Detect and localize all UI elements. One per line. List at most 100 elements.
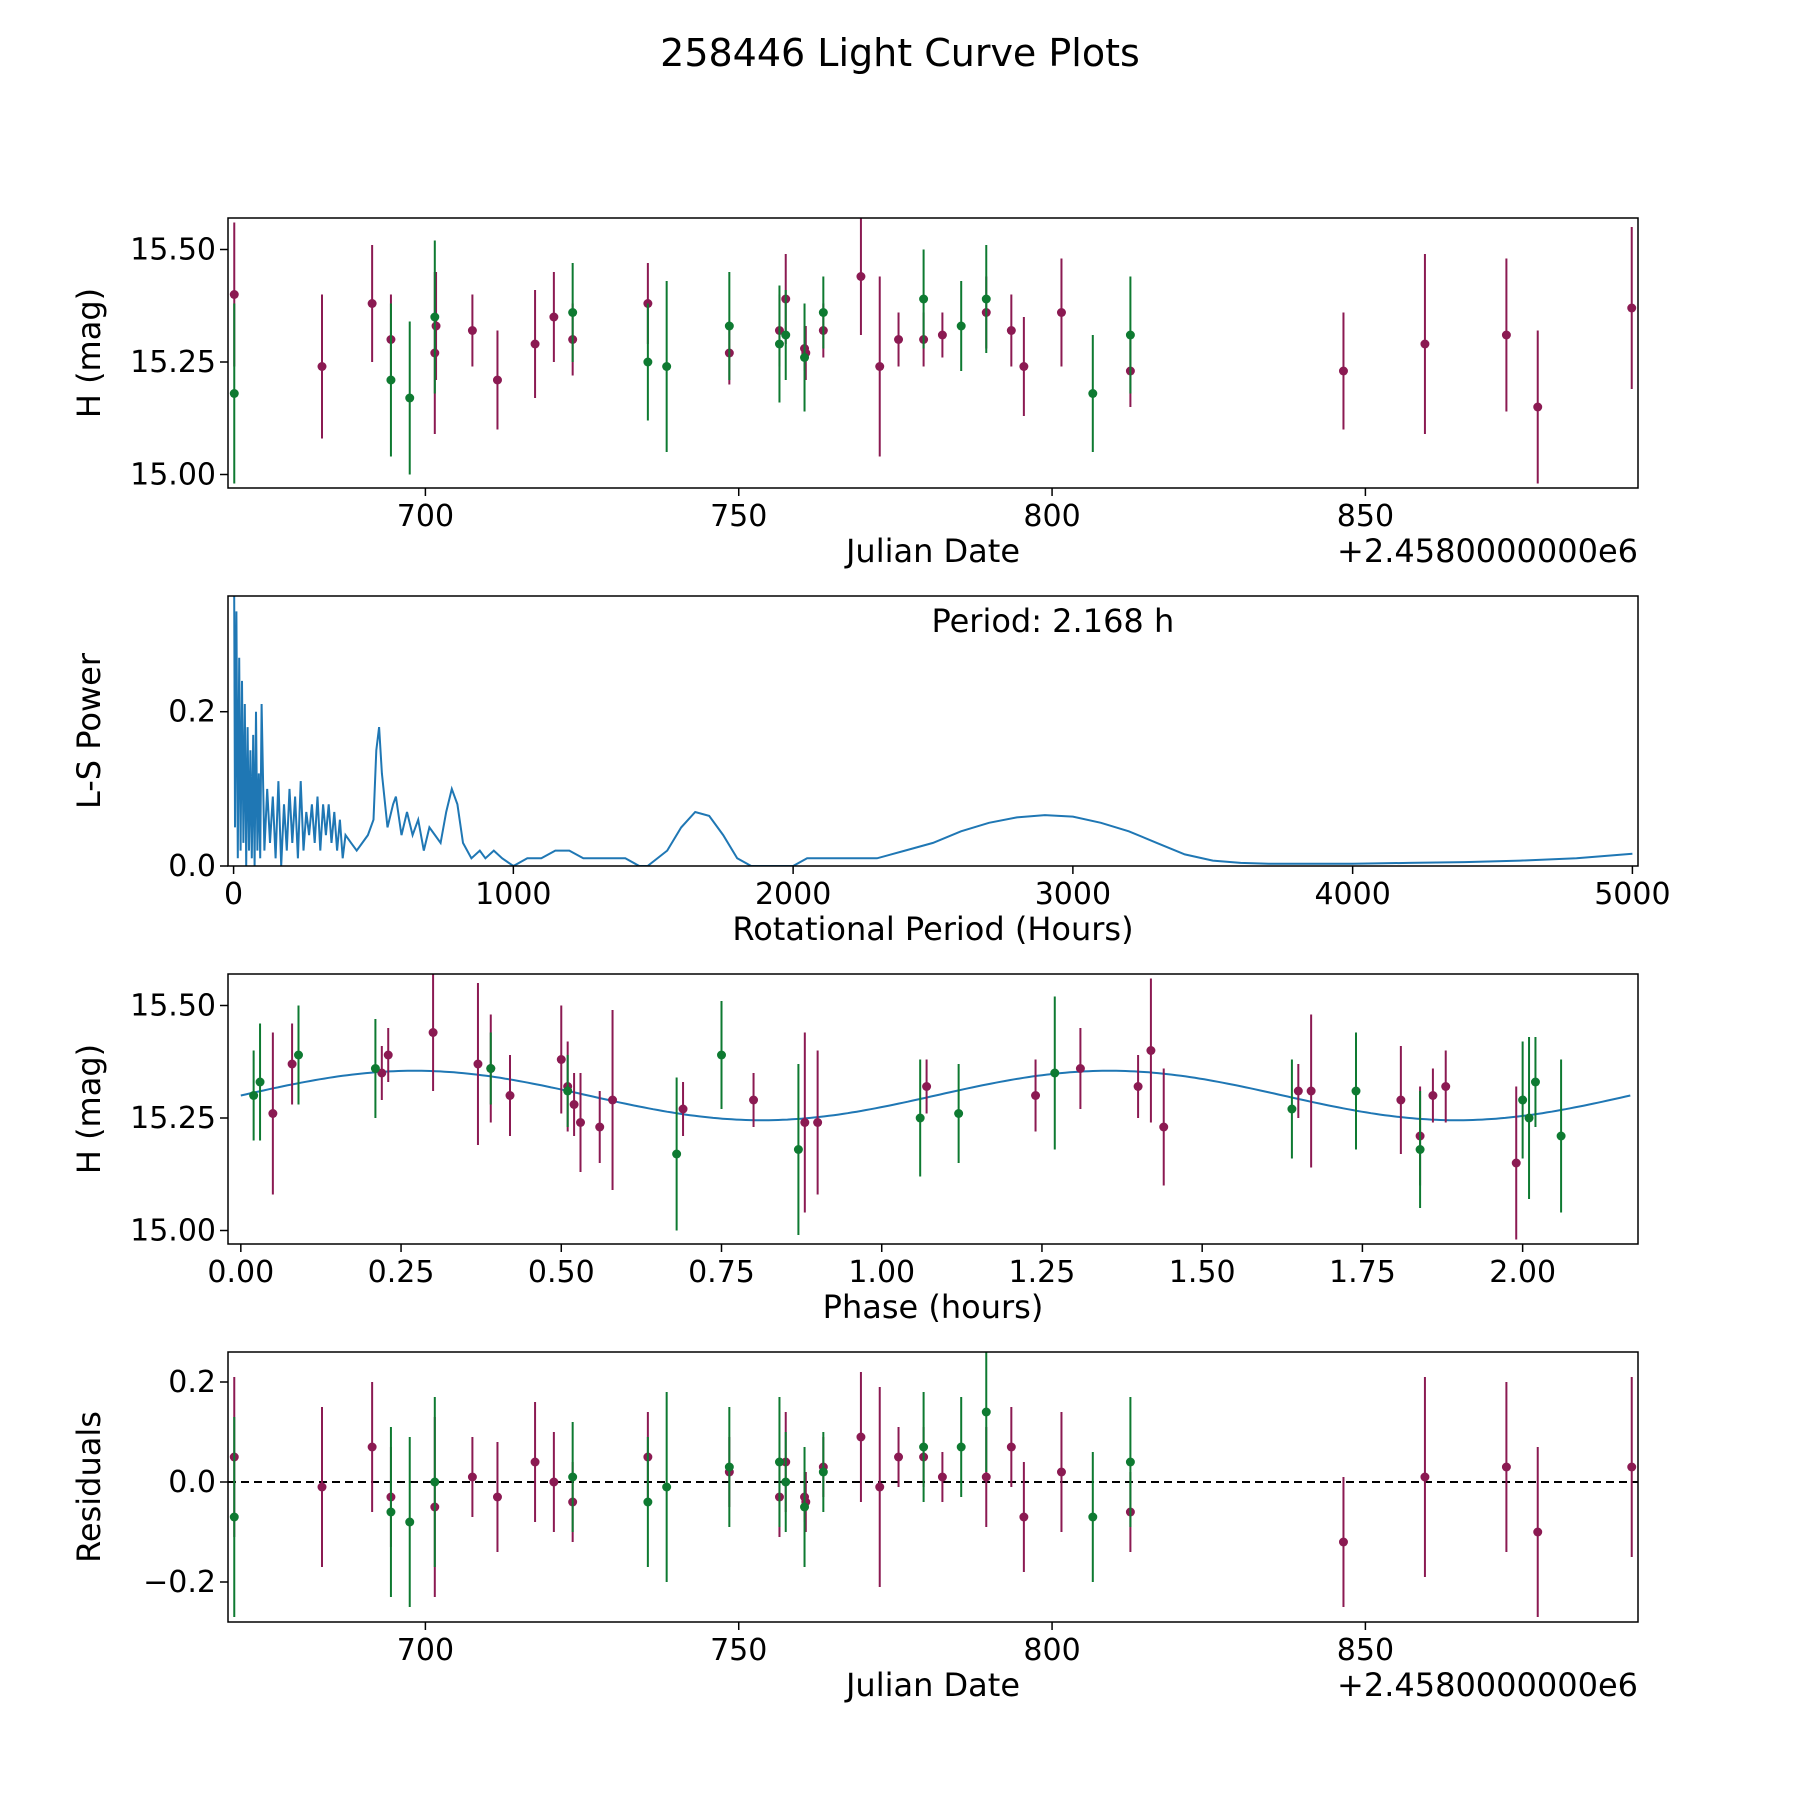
data-point [1351,1086,1361,1096]
data-point [781,1477,791,1487]
data-point [724,321,734,331]
data-point [1006,1442,1016,1452]
y-tick-label: 15.50 [130,233,216,268]
data-point [662,1482,672,1492]
panel-residuals: 700 750 800 850 −0.2 0.0 0.2 Julian Date Residua… [70,1351,1639,1704]
period-annotation: Period: 2.168 h [931,602,1174,640]
data-point [919,1442,929,1452]
x-tick-label: 850 [1337,1633,1394,1668]
data-point [818,308,828,317]
x-axis-label: Phase (hours) [823,1288,1044,1326]
x-tick-label: 3000 [1035,877,1111,912]
x-tick-label: 1.25 [1009,1255,1076,1290]
data-point [1159,1122,1169,1132]
x-tick-label: 800 [1023,499,1080,534]
data-point [383,1050,393,1060]
data-point [774,339,784,349]
x-axis-offset-label: +2.4580000000e6 [1337,532,1638,570]
y-tick-label: 0.0 [168,849,216,884]
data-point [405,393,415,403]
x-axis-label: Julian Date [844,532,1020,570]
data-point [1518,1095,1528,1105]
data-point [937,330,947,340]
plot-area [229,218,1637,484]
data-point [1006,326,1016,335]
data-point [875,362,885,371]
x-tick-label: 700 [397,1633,454,1668]
data-point [1133,1082,1143,1091]
x-tick-label: 0.25 [368,1255,435,1290]
data-point [386,1507,396,1517]
data-point [530,1457,540,1467]
data-point [1533,1527,1543,1537]
x-tick-label: 700 [397,499,454,534]
data-point [1396,1095,1406,1105]
data-point [818,1467,828,1477]
data-point [1088,389,1098,398]
y-tick-label: 15.00 [130,458,216,493]
x-tick-label: 0.00 [207,1255,274,1290]
y-tick-label: 15.50 [130,989,216,1024]
data-point [800,1118,810,1127]
data-point [377,1068,387,1078]
x-tick-label: 5000 [1594,877,1670,912]
data-point [268,1109,278,1118]
model-fit-curve [240,1069,1631,1122]
data-point [1428,1091,1438,1100]
data-point [467,1472,477,1482]
data-point [563,1086,573,1096]
axes-frame [227,595,1639,867]
data-point [492,375,502,385]
data-point [1338,366,1348,376]
y-tick-label: 0.2 [168,1365,216,1400]
data-point [317,1482,327,1492]
data-point [467,326,477,335]
x-tick-label: 0.75 [688,1255,755,1290]
data-point [249,1091,259,1100]
axes-frame [227,217,1639,489]
axes-frame [227,1351,1639,1623]
data-point [1019,1512,1029,1522]
data-point [473,1059,483,1069]
figure-title: 258446 Light Curve Plots [660,31,1140,75]
data-point [724,1462,734,1472]
y-tick-label: 0.0 [168,1465,216,1500]
data-point [1420,1472,1430,1482]
data-point [1338,1537,1348,1547]
data-point [530,339,540,349]
y-tick-label: 15.00 [130,1214,216,1249]
y-axis-label: L-S Power [70,652,108,809]
data-point [568,1472,578,1482]
data-point [1146,1046,1156,1055]
data-point [813,1118,823,1127]
data-point [800,353,810,362]
data-point [1088,1512,1098,1522]
data-point [505,1091,515,1100]
data-point [370,1064,380,1073]
y-tick-label: −0.2 [143,1565,216,1600]
data-point [981,1472,991,1482]
periodogram-line [233,596,1633,866]
data-point [367,299,377,308]
y-tick-label: 15.25 [130,1101,216,1136]
data-point [800,1502,810,1512]
x-tick-label: 2000 [755,877,831,912]
data-point [643,1497,653,1507]
data-point [608,1095,618,1105]
data-point [717,1050,726,1060]
x-axis-offset-label: +2.4580000000e6 [1337,1666,1638,1704]
data-point [894,335,904,344]
data-point [255,1077,265,1087]
data-point [229,1512,239,1522]
plot-area [240,974,1631,1240]
data-point [569,1100,579,1109]
data-point [662,362,672,371]
data-point [749,1095,759,1105]
x-tick-label: 800 [1023,1633,1080,1668]
data-point [1556,1131,1566,1141]
x-tick-label: 4000 [1314,877,1390,912]
data-point [294,1050,303,1060]
x-tick-label: 1.50 [1169,1255,1236,1290]
data-point [1501,330,1511,340]
